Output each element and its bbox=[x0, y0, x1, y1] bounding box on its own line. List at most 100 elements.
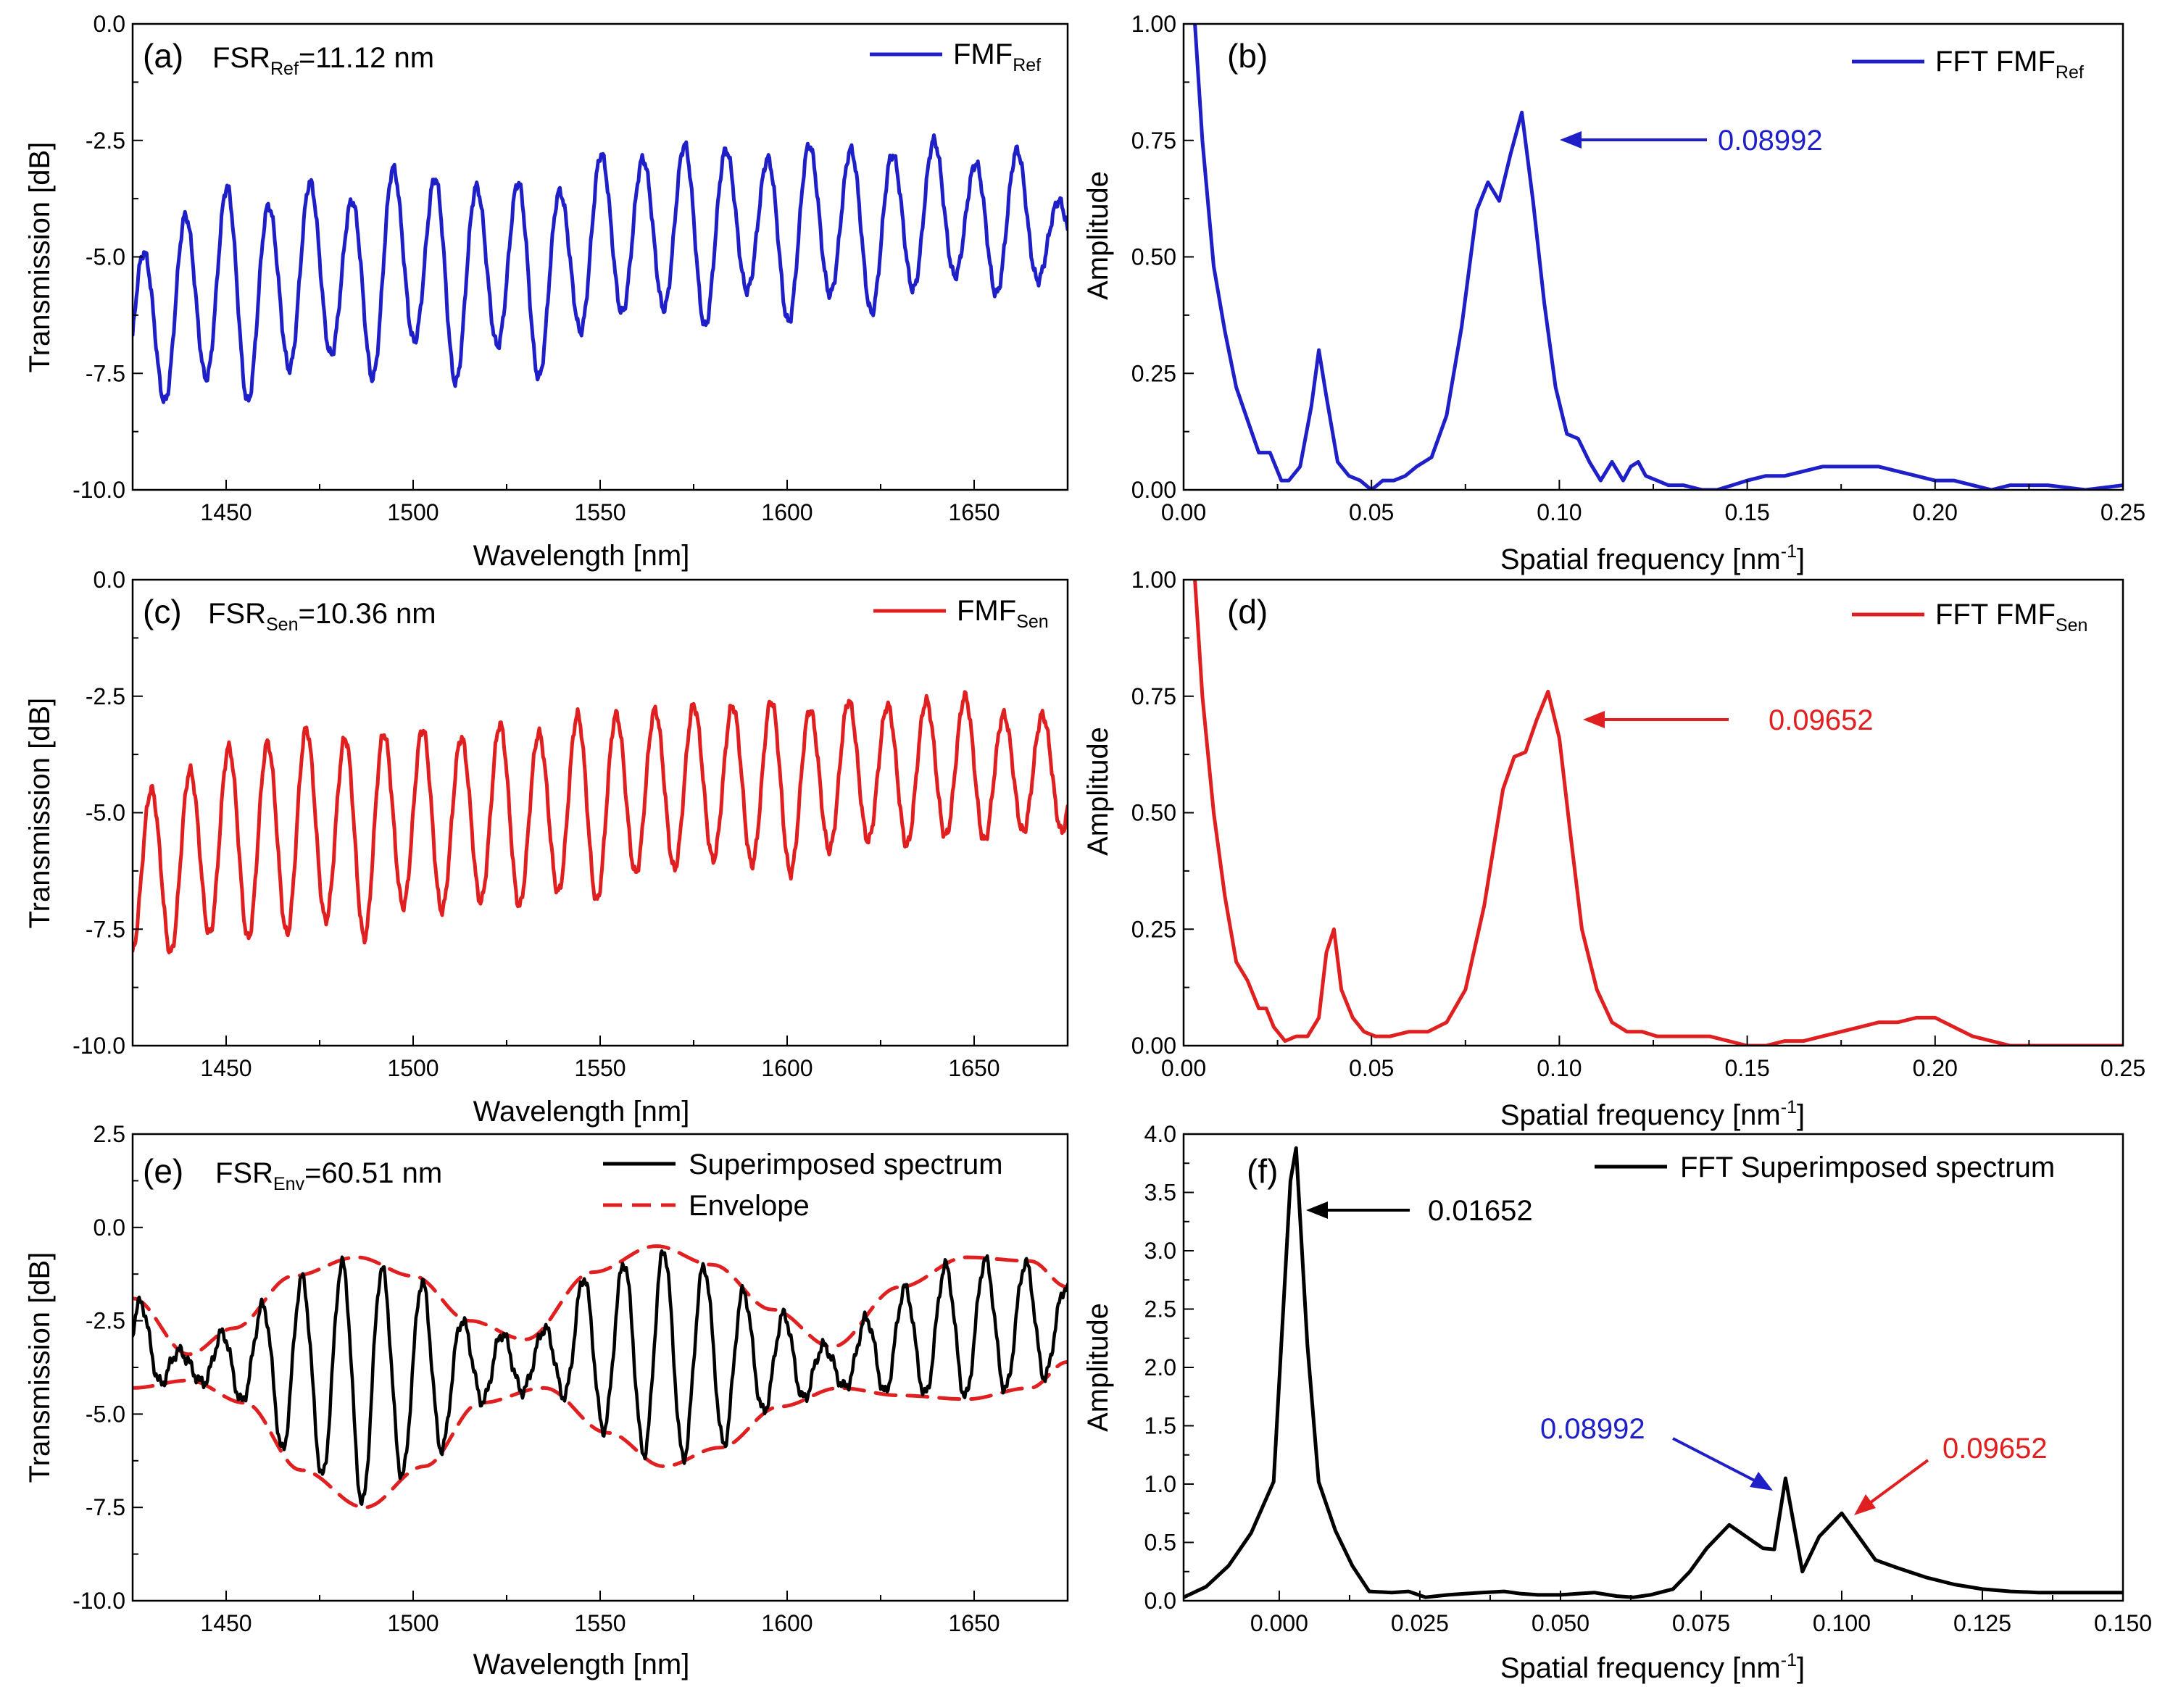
panel-d-x-tick-label: 0.00 bbox=[1161, 1055, 1206, 1081]
panel-c-legend-label: FMFSen bbox=[957, 595, 1049, 632]
panel-e-y-tick-label: 2.5 bbox=[94, 1121, 125, 1147]
panel-c-plot-frame bbox=[131, 578, 1069, 1047]
panel-c-x-tick-label: 1550 bbox=[574, 1055, 626, 1081]
panel-f-y-tick-label: 0.5 bbox=[1144, 1530, 1176, 1556]
panel-d-y-tick-label: 0.25 bbox=[1131, 916, 1176, 942]
panel-e-x-tick-label: 1650 bbox=[948, 1610, 1000, 1636]
panel-b-series-layer bbox=[1193, 24, 2123, 490]
panel-d-x-axis-title: Spatial frequency [nm-1] bbox=[1500, 1097, 1805, 1131]
panel-f-series-layer bbox=[1184, 1146, 2123, 1599]
panel-f-legend-label: FFT Superimposed spectrum bbox=[1680, 1151, 2055, 1183]
panel-c-series-layer bbox=[133, 690, 1068, 954]
panel-e-y-tick-label: -7.5 bbox=[86, 1494, 125, 1520]
panel-d-x-tick-label: 0.10 bbox=[1537, 1055, 1582, 1081]
panel-e-ticks-layer: 1450 1500 1550 1600 1650 2.5 0.0 -2.5 -5.0 -7.5 -1… bbox=[72, 1121, 1000, 1636]
panel-e-x-tick-label: 1500 bbox=[387, 1610, 439, 1636]
panel-b-x-tick-label: 0.15 bbox=[1724, 499, 1769, 525]
panel-d-ticks-layer: 0.00 0.05 0.10 0.15 0.20 0.25 0.00 0.25 0.50 0.75… bbox=[1131, 567, 2145, 1081]
panel-f-series-fft-superimposed-spectrum-line bbox=[1184, 1146, 2123, 1599]
panel-b-x-tick-label: 0.10 bbox=[1537, 499, 1582, 525]
panel-e-series-envelope-upper bbox=[133, 1244, 1068, 1357]
panel-c-y-axis-title: Transmission [dB] bbox=[24, 698, 56, 929]
panel-c-y-tick-label: 0.0 bbox=[94, 567, 125, 593]
panel-f-x-tick-label: 0.050 bbox=[1532, 1610, 1590, 1636]
panel-e-x-tick-label: 1550 bbox=[574, 1610, 626, 1636]
panel-f-y-tick-label: 3.5 bbox=[1144, 1180, 1176, 1206]
panel-e-x-tick-label: 1600 bbox=[761, 1610, 813, 1636]
panel-e-fsr-annotation: FSREnv=60.51 nm bbox=[215, 1157, 442, 1194]
panel-c-tag: (c) bbox=[143, 593, 182, 630]
panel-f-peak-arrowhead-3 bbox=[1854, 1494, 1876, 1515]
panel-f-x-tick-label: 0.150 bbox=[2094, 1610, 2152, 1636]
panel-e-legend-label-envelope: Envelope bbox=[689, 1190, 810, 1222]
panel-d-x-tick-label: 0.15 bbox=[1724, 1055, 1769, 1081]
panel-f-x-axis-title: Spatial frequency [nm-1] bbox=[1500, 1650, 1805, 1684]
panel-d-x-tick-label: 0.25 bbox=[2100, 1055, 2145, 1081]
panel-a-fsr-annotation: FSRRef=11.12 nm bbox=[212, 42, 434, 79]
panel-f-y-tick-label: 2.0 bbox=[1144, 1354, 1176, 1380]
panel-b-peak-arrowhead bbox=[1560, 131, 1582, 149]
panel-b-y-tick-label: 0.50 bbox=[1131, 244, 1176, 270]
panel-b-x-axis-title: Spatial frequency [nm-1] bbox=[1500, 541, 1805, 575]
panel-b-ticks-layer: 0.00 0.05 0.10 0.15 0.20 0.25 0.00 0.25 0.50 0.75… bbox=[1131, 11, 2145, 525]
panel-b-x-tick-label: 0.20 bbox=[1913, 499, 1958, 525]
panel-a-x-tick-label: 1500 bbox=[387, 499, 439, 525]
panel-e-x-axis-title: Wavelength [nm] bbox=[473, 1649, 690, 1680]
panel-b-y-axis-title: Amplitude bbox=[1082, 171, 1114, 300]
panel-c-ticks-layer: 1450 1500 1550 1600 1650 0.0 -2.5 -5.0 -7.5 -10.0 bbox=[72, 567, 1000, 1081]
panel-a-x-tick-label: 1450 bbox=[200, 499, 252, 525]
panel-f-peak-arrow-2 bbox=[1672, 1437, 1768, 1488]
panel-f-x-tick-label: 0.025 bbox=[1391, 1610, 1449, 1636]
panel-f-peak-arrowhead-2 bbox=[1750, 1472, 1773, 1491]
panel-d-y-tick-label: 0.50 bbox=[1131, 800, 1176, 826]
panel-d-peak-label: 0.09652 bbox=[1769, 704, 1874, 736]
panel-d-x-tick-label: 0.20 bbox=[1913, 1055, 1958, 1081]
panel-d-series-layer bbox=[1193, 580, 2123, 1046]
panel-c-x-tick-label: 1500 bbox=[387, 1055, 439, 1081]
panel-a-series-layer bbox=[133, 133, 1068, 404]
panel-e-series-envelope-lower bbox=[133, 1359, 1068, 1509]
panel-a-tag: (a) bbox=[143, 37, 183, 75]
panel-d-legend-label: FFT FMFSen bbox=[1935, 599, 2087, 636]
panel-e-y-tick-label: 0.0 bbox=[94, 1215, 125, 1241]
panel-b-y-tick-label: 0.75 bbox=[1131, 128, 1176, 154]
panel-c-y-tick-label: -10.0 bbox=[72, 1033, 125, 1059]
panel-e-y-tick-label: -2.5 bbox=[86, 1308, 125, 1334]
panel-f-y-tick-label: 1.0 bbox=[1144, 1471, 1176, 1497]
panel-f-y-axis-title: Amplitude bbox=[1082, 1303, 1114, 1432]
panel-e-y-axis-title: Transmission [dB] bbox=[24, 1252, 56, 1483]
panel-f-x-tick-label: 0.000 bbox=[1250, 1610, 1308, 1636]
panel-a-x-axis-title: Wavelength [nm] bbox=[473, 540, 690, 572]
panel-a-y-tick-label: -7.5 bbox=[86, 360, 125, 386]
panel-d-series-fft-fmf-sen-line bbox=[1193, 580, 2123, 1046]
panel-e-series-layer bbox=[133, 1244, 1068, 1509]
panel-a-y-tick-label: 0.0 bbox=[94, 11, 125, 37]
panel-f-peak-label-1: 0.01652 bbox=[1428, 1195, 1533, 1227]
panel-b-x-tick-label: 0.05 bbox=[1349, 499, 1394, 525]
panel-f-plot-frame bbox=[1182, 1133, 2124, 1602]
panel-f-ticks-layer: 0.000 0.025 0.050 0.075 0.100 0.125 0.150 0.0 0.… bbox=[1144, 1121, 2153, 1636]
panel-c-y-tick-label: -2.5 bbox=[86, 683, 125, 709]
panel-f-y-tick-label: 1.5 bbox=[1144, 1413, 1176, 1439]
panel-a-plot-frame bbox=[131, 22, 1069, 491]
panel-c-fsr-annotation: FSRSen=10.36 nm bbox=[208, 598, 436, 635]
panel-f-y-tick-label: 3.0 bbox=[1144, 1238, 1176, 1264]
panel-f-peak-arrowhead-1 bbox=[1306, 1201, 1328, 1219]
panel-b-x-tick-label: 0.25 bbox=[2100, 499, 2145, 525]
panel-c-y-tick-label: -7.5 bbox=[86, 916, 125, 942]
panel-d-tag: (d) bbox=[1227, 593, 1268, 630]
panel-e-y-tick-label: -5.0 bbox=[86, 1401, 125, 1427]
panel-a-y-tick-label: -5.0 bbox=[86, 244, 125, 270]
panel-c-x-tick-label: 1650 bbox=[948, 1055, 1000, 1081]
panel-b-tag: (b) bbox=[1227, 37, 1268, 75]
panel-c-y-tick-label: -5.0 bbox=[86, 800, 125, 826]
panel-f-y-tick-label: 4.0 bbox=[1144, 1121, 1176, 1147]
panel-b-y-tick-label: 0.25 bbox=[1131, 360, 1176, 386]
panel-c-series-fmf-sen-line bbox=[133, 690, 1068, 954]
panel-e-y-tick-label: -10.0 bbox=[72, 1588, 125, 1614]
panel-d-x-tick-label: 0.05 bbox=[1349, 1055, 1394, 1081]
panel-d-plot-frame bbox=[1182, 578, 2124, 1047]
panel-c-x-axis-title: Wavelength [nm] bbox=[473, 1096, 690, 1128]
panel-f-y-tick-label: 2.5 bbox=[1144, 1296, 1176, 1322]
